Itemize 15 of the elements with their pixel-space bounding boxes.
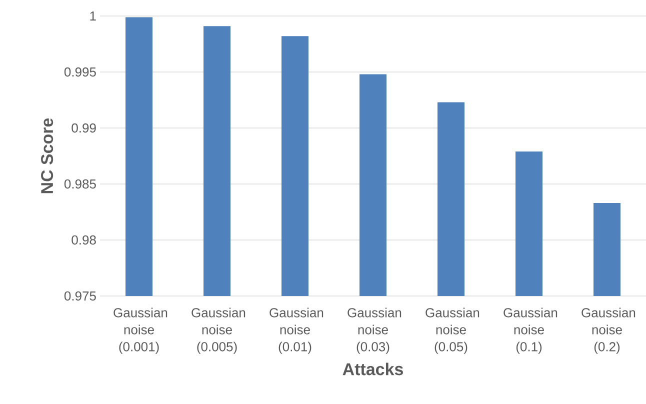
y-tick-label: 0.99 — [72, 123, 96, 133]
y-tick-label: 0.995 — [64, 67, 96, 77]
y-tick-label: 0.975 — [64, 291, 96, 301]
x-tick-label: Gaussian noise (0.005) — [192, 308, 246, 354]
x-tick-label: Gaussian noise (0.01) — [270, 308, 324, 354]
x-tick-label: Gaussian noise (0.1) — [504, 308, 558, 354]
x-tick-label: Gaussian noise (0.05) — [426, 308, 480, 354]
y-tick-label: 0.98 — [72, 235, 96, 245]
y-tick-label: 1 — [90, 12, 96, 20]
x-tick-label: Gaussian noise (0.03) — [348, 308, 402, 354]
x-axis-title: Attacks — [342, 362, 403, 376]
x-tick-label: Gaussian noise (0.2) — [582, 308, 636, 354]
x-tick-label: Gaussian noise (0.001) — [114, 308, 168, 354]
y-axis-title: NC Score — [41, 118, 54, 194]
y-tick-label: 0.985 — [64, 179, 96, 189]
